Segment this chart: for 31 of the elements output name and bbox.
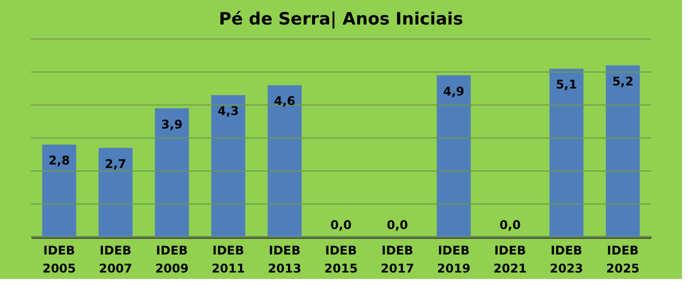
bar: [606, 65, 640, 237]
x-tick-label: IDEB 2009: [155, 244, 189, 276]
data-label: 4,3: [218, 104, 239, 118]
x-tick-label: IDEB 2023: [550, 244, 584, 276]
data-label: 2,8: [48, 154, 70, 168]
x-tick-label: IDEB 2013: [268, 244, 302, 276]
data-label: 3,9: [161, 117, 183, 132]
bar: [154, 108, 189, 237]
data-label: 4,9: [443, 84, 464, 98]
bar: [98, 148, 133, 237]
data-label: 2,7: [104, 156, 126, 171]
x-tick-label: IDEB 2017: [380, 244, 414, 276]
data-label: 5,2: [612, 74, 634, 88]
bar: [268, 85, 302, 237]
x-tick-label: IDEB 2021: [493, 244, 527, 276]
data-label: 0,0: [499, 218, 521, 232]
data-label: 5,1: [556, 78, 578, 92]
data-label: 0,0: [386, 218, 408, 232]
data-label: 4,6: [274, 94, 296, 108]
bar: [549, 68, 584, 237]
x-tick-label: IDEB 2019: [437, 244, 470, 276]
bar: [42, 144, 76, 237]
chart-title: Pé de Serra| Anos Iniciais: [218, 10, 464, 30]
x-tick-label: IDEB 2011: [212, 244, 245, 276]
data-label: 0,0: [330, 218, 352, 232]
x-tick-label: IDEB 2025: [606, 244, 640, 276]
x-tick-label: IDEB 2005: [42, 244, 76, 276]
x-tick-label: IDEB 2015: [324, 244, 358, 276]
bar: [211, 95, 246, 237]
bar: [436, 75, 471, 237]
x-tick-label: IDEB 2007: [98, 244, 132, 276]
